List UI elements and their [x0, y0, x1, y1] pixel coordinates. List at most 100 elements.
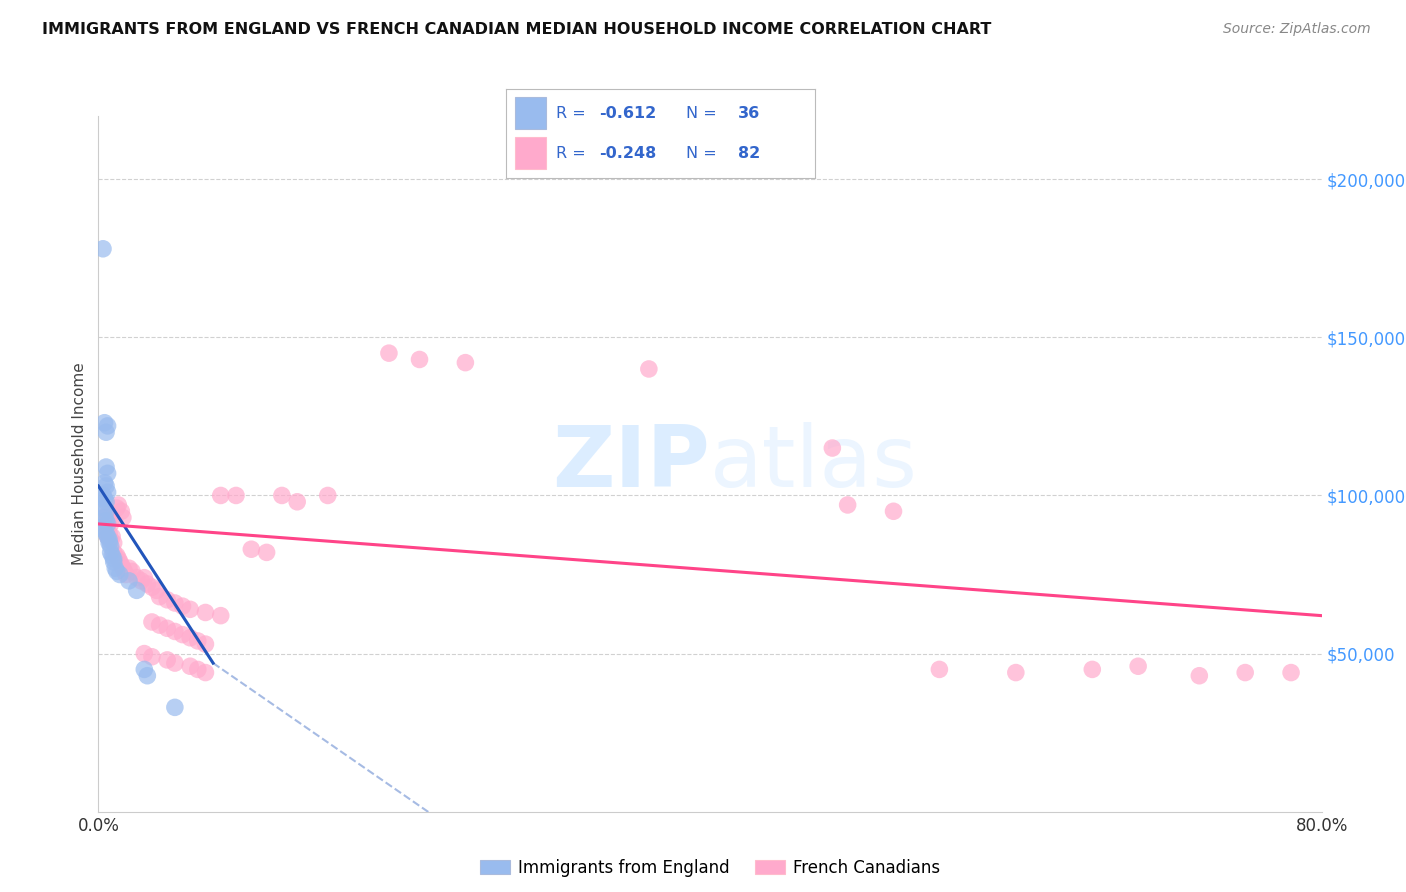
Point: [108, 567, 131, 582]
Text: N =: N =: [686, 146, 721, 161]
Point: [134, 662, 156, 676]
Text: atlas: atlas: [710, 422, 918, 506]
Text: IMMIGRANTS FROM ENGLAND VS FRENCH CANADIAN MEDIAN HOUSEHOLD INCOME CORRELATION C: IMMIGRANTS FROM ENGLAND VS FRENCH CANADI…: [42, 22, 991, 37]
Point: [93, 491, 115, 506]
Point: [378, 346, 401, 360]
Y-axis label: Median Household Income: Median Household Income: [72, 362, 87, 566]
Point: [163, 624, 186, 639]
Point: [129, 574, 152, 588]
Point: [93, 475, 115, 490]
Legend: Immigrants from England, French Canadians: Immigrants from England, French Canadian…: [474, 852, 946, 883]
Point: [93, 510, 115, 524]
Point: [837, 498, 859, 512]
Bar: [516, 97, 547, 129]
Point: [98, 533, 121, 547]
Point: [94, 514, 117, 528]
Point: [316, 488, 339, 502]
Text: 36: 36: [738, 106, 761, 120]
Point: [209, 488, 232, 502]
Point: [225, 488, 247, 502]
Point: [100, 533, 122, 547]
Point: [97, 508, 120, 522]
Point: [1128, 659, 1150, 673]
Point: [179, 659, 201, 673]
Text: Source: ZipAtlas.com: Source: ZipAtlas.com: [1223, 22, 1371, 37]
Point: [97, 485, 120, 500]
Point: [121, 565, 143, 579]
Point: [111, 561, 134, 575]
Point: [112, 565, 135, 579]
Point: [94, 479, 117, 493]
Point: [103, 555, 125, 569]
Point: [93, 523, 115, 537]
Point: [145, 583, 167, 598]
Text: N =: N =: [686, 106, 721, 120]
Point: [94, 495, 117, 509]
Point: [179, 602, 201, 616]
Point: [637, 362, 661, 376]
Point: [125, 583, 148, 598]
Point: [187, 662, 209, 676]
Point: [94, 504, 117, 518]
Point: [94, 526, 117, 541]
Point: [105, 549, 128, 563]
Point: [172, 627, 194, 641]
Text: R =: R =: [555, 146, 591, 161]
Point: [163, 596, 186, 610]
Point: [91, 488, 114, 502]
Point: [118, 561, 141, 575]
Point: [101, 530, 124, 544]
Point: [105, 501, 128, 516]
Point: [97, 418, 120, 433]
Point: [163, 700, 186, 714]
Point: [883, 504, 905, 518]
Point: [179, 631, 201, 645]
Text: 82: 82: [738, 146, 761, 161]
Point: [256, 545, 278, 559]
Text: R =: R =: [555, 106, 591, 120]
Point: [91, 510, 114, 524]
Point: [172, 599, 194, 614]
Point: [118, 574, 141, 588]
Point: [100, 545, 122, 559]
Point: [105, 565, 128, 579]
Text: -0.612: -0.612: [599, 106, 657, 120]
Point: [97, 530, 120, 544]
Point: [93, 516, 115, 531]
Point: [141, 580, 163, 594]
Point: [110, 504, 132, 518]
Point: [928, 662, 950, 676]
Point: [136, 577, 159, 591]
Point: [100, 539, 122, 553]
Point: [156, 653, 179, 667]
Point: [97, 516, 120, 531]
Point: [93, 501, 115, 516]
Point: [187, 634, 209, 648]
Point: [1004, 665, 1026, 680]
Point: [194, 637, 217, 651]
Point: [454, 356, 477, 370]
Point: [240, 542, 263, 557]
Point: [98, 526, 121, 541]
Point: [108, 555, 131, 569]
Point: [194, 665, 217, 680]
Point: [149, 618, 172, 632]
Point: [103, 551, 125, 566]
Point: [94, 526, 117, 541]
Point: [141, 649, 163, 664]
Point: [194, 606, 217, 620]
Point: [100, 516, 122, 531]
Point: [408, 352, 430, 367]
Point: [821, 441, 844, 455]
Point: [97, 530, 120, 544]
Point: [91, 242, 114, 256]
Point: [110, 558, 132, 572]
Point: [97, 467, 120, 481]
Point: [94, 425, 117, 440]
Point: [107, 498, 129, 512]
Point: [91, 520, 114, 534]
Text: ZIP: ZIP: [553, 422, 710, 506]
Point: [285, 495, 308, 509]
Point: [107, 551, 129, 566]
Point: [141, 615, 163, 629]
